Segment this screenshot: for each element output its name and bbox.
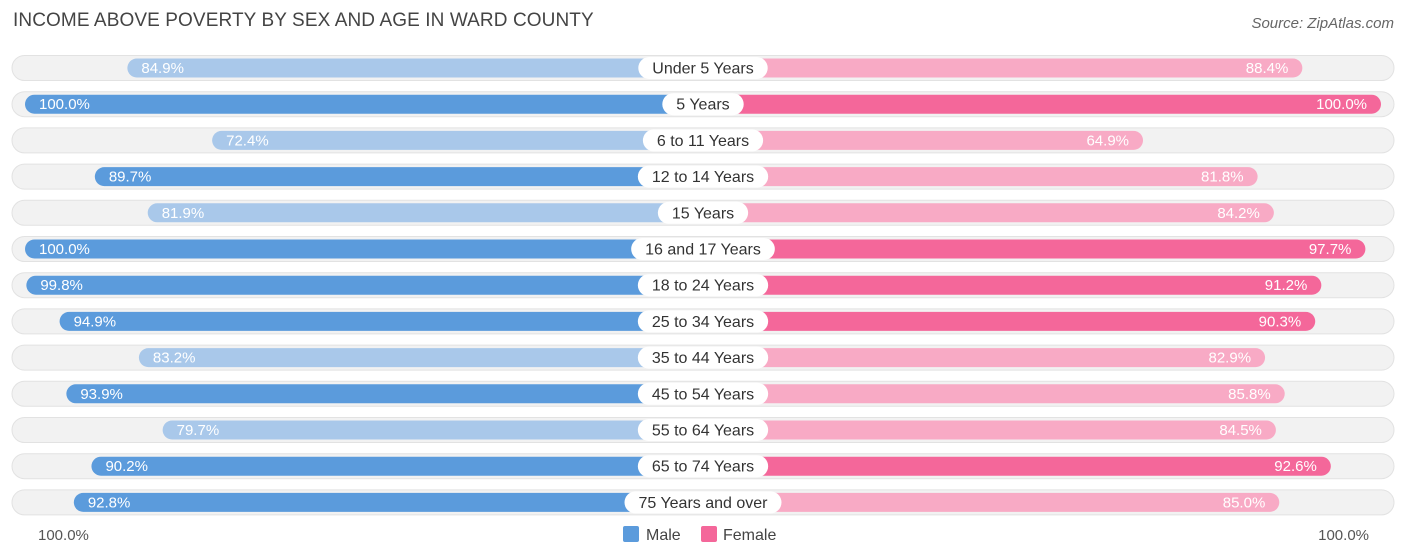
female-value-label-25-to-34-years: 90.3%: [1259, 313, 1302, 330]
female-bar-12-to-14-years: [703, 167, 1258, 187]
category-pill-45-to-54-years: [637, 382, 769, 405]
male-value-label-under-5-years: 84.9%: [141, 60, 184, 77]
category-pill-18-to-24-years: [637, 274, 769, 297]
female-value-label-45-to-54-years: 85.8%: [1228, 386, 1271, 403]
category-pill-65-to-74-years: [637, 455, 769, 478]
female-bar-16-and-17-years: [703, 239, 1366, 259]
female-bar-65-to-74-years: [703, 456, 1331, 476]
female-value-label-35-to-44-years: 82.9%: [1209, 350, 1252, 367]
female-value-label-75-years-and-over: 85.0%: [1223, 494, 1266, 511]
female-bar-under-5-years: [703, 58, 1303, 78]
female-bar-25-to-34-years: [703, 311, 1316, 331]
category-label-45-to-54-years: 45 to 54 Years: [652, 386, 754, 403]
female-bar-45-to-54-years: [703, 384, 1285, 404]
female-value-label-18-to-24-years: 91.2%: [1265, 277, 1308, 294]
male-value-label-18-to-24-years: 99.8%: [40, 277, 83, 294]
category-pill-75-years-and-over: [624, 491, 782, 514]
category-pill-15-years: [657, 201, 749, 224]
male-value-label-16-and-17-years: 100.0%: [39, 241, 90, 258]
male-bar-under-5-years: [127, 58, 704, 78]
legend-swatch-male: [623, 526, 639, 542]
chart-source: Source: ZipAtlas.com: [1251, 15, 1394, 32]
female-bar-15-years: [703, 203, 1274, 223]
female-value-label-65-to-74-years: 92.6%: [1274, 458, 1317, 475]
category-label-18-to-24-years: 18 to 24 Years: [652, 278, 754, 295]
female-bar-35-to-44-years: [703, 348, 1266, 368]
female-bar-18-to-24-years: [703, 275, 1322, 295]
legend-swatch-female: [701, 526, 717, 542]
category-pill-under-5-years: [638, 57, 768, 79]
category-pill-55-to-64-years: [637, 419, 769, 441]
chart-title: INCOME ABOVE POVERTY BY SEX AND AGE IN W…: [13, 10, 594, 31]
male-value-label-12-to-14-years: 89.7%: [109, 169, 152, 186]
category-pill-6-to-11-years: [642, 129, 764, 152]
category-label-5-years: 5 Years: [676, 97, 729, 114]
category-label-12-to-14-years: 12 to 14 Years: [652, 169, 754, 186]
female-value-label-16-and-17-years: 97.7%: [1309, 241, 1352, 258]
female-bar-5-years: [703, 94, 1381, 114]
category-label-35-to-44-years: 35 to 44 Years: [652, 350, 754, 367]
female-value-label-12-to-14-years: 81.8%: [1201, 169, 1244, 186]
category-label-15-years: 15 Years: [672, 205, 734, 222]
male-bar-55-to-64-years: [162, 420, 703, 440]
female-value-label-6-to-11-years: 64.9%: [1086, 132, 1129, 149]
male-value-label-25-to-34-years: 94.9%: [74, 313, 117, 330]
category-label-6-to-11-years: 6 to 11 Years: [657, 133, 749, 150]
male-value-label-5-years: 100.0%: [39, 96, 90, 113]
male-bar-15-years: [147, 203, 703, 223]
category-label-25-to-34-years: 25 to 34 Years: [652, 314, 754, 331]
male-bar-35-to-44-years: [138, 348, 704, 368]
male-value-label-55-to-64-years: 79.7%: [177, 422, 220, 439]
category-pill-5-years: [662, 93, 744, 116]
male-bar-45-to-54-years: [66, 384, 703, 404]
male-value-label-45-to-54-years: 93.9%: [80, 386, 123, 403]
male-bar-5-years: [25, 94, 703, 114]
category-pill-12-to-14-years: [637, 165, 769, 188]
female-bar-75-years-and-over: [703, 492, 1280, 512]
male-value-label-35-to-44-years: 83.2%: [153, 350, 196, 367]
male-bar-75-years-and-over: [73, 492, 704, 512]
male-bar-65-to-74-years: [91, 456, 704, 476]
male-value-label-65-to-74-years: 90.2%: [105, 458, 148, 475]
female-value-label-55-to-64-years: 84.5%: [1219, 422, 1262, 439]
male-value-label-75-years-and-over: 92.8%: [88, 494, 131, 511]
axis-right-label: 100.0%: [1318, 527, 1369, 544]
male-value-label-15-years: 81.9%: [162, 205, 205, 222]
category-label-65-to-74-years: 65 to 74 Years: [652, 459, 754, 476]
category-pill-16-and-17-years: [631, 238, 775, 260]
female-bar-55-to-64-years: [703, 420, 1276, 440]
female-value-label-15-years: 84.2%: [1217, 205, 1260, 222]
category-label-16-and-17-years: 16 and 17 Years: [645, 242, 761, 259]
female-bar-6-to-11-years: [703, 130, 1144, 150]
male-bar-16-and-17-years: [25, 239, 703, 259]
axis-left-label: 100.0%: [38, 527, 89, 544]
male-bar-12-to-14-years: [94, 167, 704, 187]
male-bar-6-to-11-years: [212, 130, 704, 150]
category-pill-35-to-44-years: [637, 346, 769, 369]
female-value-label-under-5-years: 88.4%: [1246, 60, 1289, 77]
category-label-under-5-years: Under 5 Years: [652, 61, 753, 78]
male-value-label-6-to-11-years: 72.4%: [226, 132, 269, 149]
legend-label-female: Female: [723, 527, 776, 544]
category-pill-25-to-34-years: [637, 310, 769, 333]
category-label-75-years-and-over: 75 Years and over: [639, 495, 769, 512]
category-label-55-to-64-years: 55 to 64 Years: [652, 423, 754, 440]
male-bar-25-to-34-years: [59, 311, 703, 331]
legend-label-male: Male: [646, 527, 681, 544]
female-value-label-5-years: 100.0%: [1316, 96, 1367, 113]
male-bar-18-to-24-years: [26, 275, 703, 295]
